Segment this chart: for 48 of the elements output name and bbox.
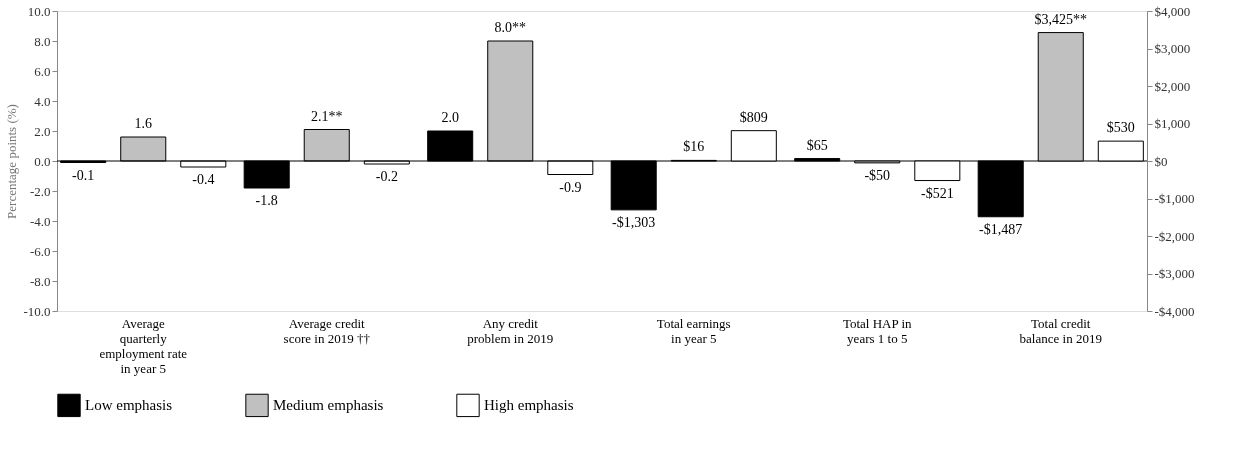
data-label: -$521 — [920, 185, 954, 201]
y2-tick-label: -$1,000 — [1154, 191, 1195, 206]
data-label: -1.8 — [255, 193, 278, 208]
data-label: 1.6 — [134, 116, 152, 131]
legend-label: Medium emphasis — [273, 397, 384, 414]
y-axis-title: Percentage points (%) — [4, 104, 20, 219]
legend-label: Low emphasis — [85, 397, 173, 414]
y2-tick-label: -$3,000 — [1154, 266, 1195, 281]
legend-label: High emphasis — [484, 397, 574, 414]
x-tick-label: Any credit problem in 2019 — [467, 315, 554, 346]
x-tick-label: Average quarterly employment rate in year 5 — [99, 315, 188, 376]
x-tick-label: Total earnings in year 5 — [656, 315, 731, 346]
data-label: -0.1 — [72, 167, 95, 183]
data-label: -$1,487 — [979, 221, 1023, 237]
data-label: $65 — [806, 137, 828, 153]
y-tick-label: 8.0 — [34, 33, 51, 49]
data-label: -$1,303 — [612, 214, 656, 230]
y2-tick-label: $0 — [1154, 153, 1168, 169]
y-tick-label: 2.0 — [34, 123, 51, 139]
data-label: $530 — [1106, 120, 1135, 136]
y-tick-label: 0.0 — [34, 153, 51, 169]
y2-tick-label: $1,000 — [1154, 116, 1191, 131]
y-tick-label: -2.0 — [29, 183, 51, 199]
data-label: -0.4 — [192, 172, 215, 187]
data-label: -0.2 — [375, 169, 398, 184]
y-tick-label: 10.0 — [27, 3, 51, 19]
data-label: $3,425** — [1034, 11, 1087, 27]
y-tick-label: -6.0 — [29, 243, 51, 259]
y-tick-label: 6.0 — [34, 63, 51, 79]
data-label: $809 — [739, 109, 768, 125]
data-label: 2.1** — [311, 108, 343, 124]
y-tick-label: 4.0 — [34, 93, 51, 109]
y2-tick-label: $4,000 — [1154, 3, 1191, 19]
x-tick-label: Average credit score in 2019 †† — [283, 315, 371, 346]
data-label: $16 — [683, 139, 705, 155]
y-tick-label: -4.0 — [29, 213, 51, 229]
y2-tick-label: $3,000 — [1154, 41, 1191, 56]
y2-tick-label: -$2,000 — [1154, 228, 1195, 244]
y2-tick-label: -$4,000 — [1154, 303, 1195, 319]
data-label: -0.9 — [559, 179, 582, 195]
x-tick-label: Total credit balance in 2019 — [1019, 315, 1102, 346]
data-label: 2.0 — [441, 110, 459, 125]
y-tick-label: -8.0 — [29, 273, 51, 289]
x-tick-label: Total HAP in years 1 to 5 — [842, 315, 913, 346]
data-label: 8.0** — [494, 20, 526, 35]
y2-tick-label: $2,000 — [1154, 78, 1191, 94]
data-label: -$50 — [864, 167, 891, 183]
y-tick-label: -10.0 — [23, 303, 51, 319]
